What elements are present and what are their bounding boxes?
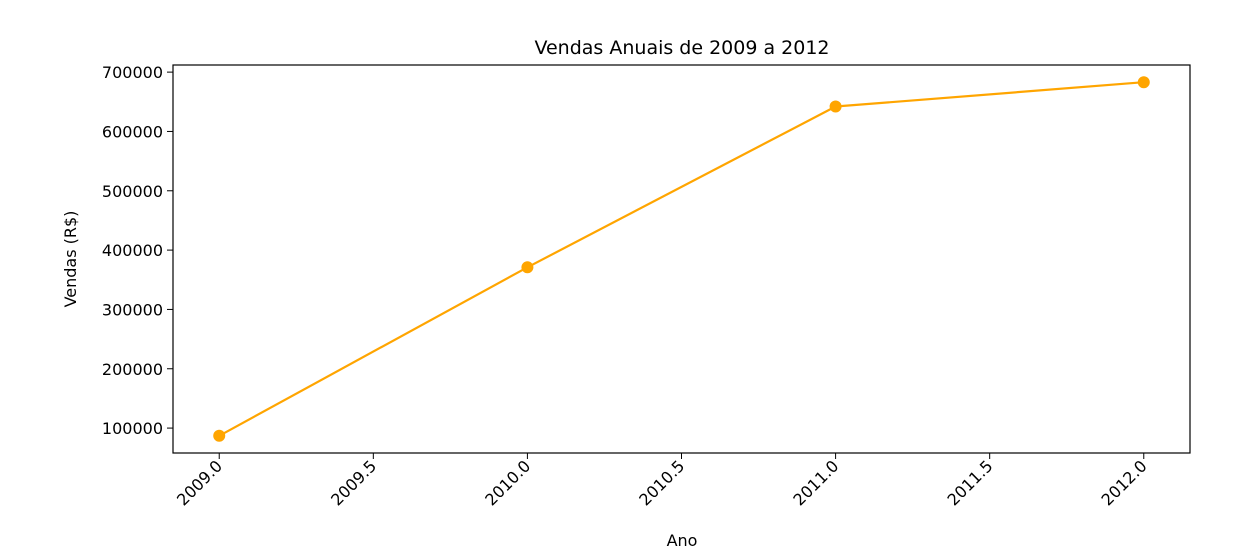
y-tick-label: 700000: [102, 63, 163, 82]
x-tick-label: 2012.0: [1098, 456, 1151, 509]
x-axis-ticks: 2009.0 2009.5 2010.0 2010.5 2011.0 2011.5 2012…: [173, 453, 1151, 509]
data-point: [213, 429, 226, 442]
x-axis-label: Ano: [667, 531, 698, 550]
chart-title: Vendas Anuais de 2009 a 2012: [534, 37, 829, 59]
data-point: [521, 261, 534, 274]
x-tick-label: 2010.5: [635, 456, 688, 509]
y-tick-label: 300000: [102, 300, 163, 319]
x-tick-label: 2010.0: [481, 456, 534, 509]
x-tick-label: 2011.5: [943, 456, 996, 509]
series-layer: [213, 76, 1150, 442]
y-axis-label: Vendas (R$): [61, 211, 80, 308]
y-tick-label: 400000: [102, 241, 163, 260]
y-tick-label: 200000: [102, 360, 163, 379]
x-tick-label: 2009.5: [327, 456, 380, 509]
y-tick-label: 100000: [102, 419, 163, 438]
data-point: [829, 100, 842, 113]
x-tick-label: 2011.0: [789, 456, 842, 509]
series-line: [218, 81, 1144, 437]
x-tick-label: 2009.0: [173, 456, 226, 509]
y-tick-label: 600000: [102, 122, 163, 141]
y-tick-label: 500000: [102, 182, 163, 201]
plot-area-frame: [172, 64, 1191, 454]
y-axis-ticks: 100000 200000 300000 400000 500000 600000 7000…: [102, 63, 173, 438]
data-point: [1137, 76, 1150, 89]
